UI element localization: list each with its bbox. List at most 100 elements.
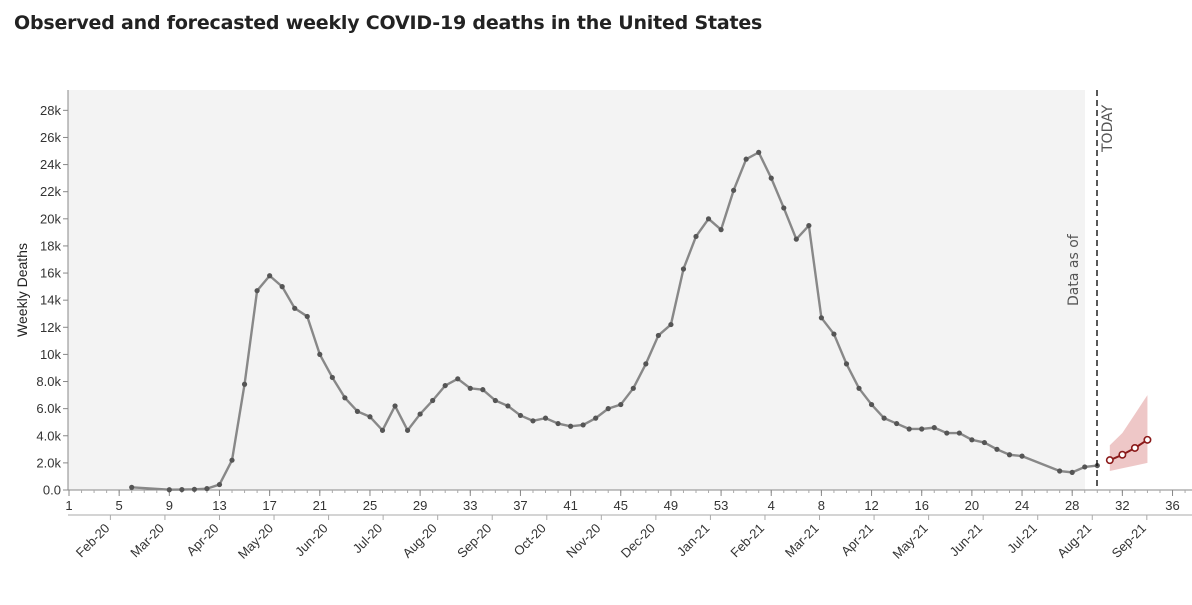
x-week-label: 17	[262, 498, 276, 513]
x-month-label: Apr-20	[183, 521, 221, 559]
y-tick-label: 2.0k	[36, 455, 61, 470]
observed-point	[342, 395, 348, 401]
observed-point	[129, 484, 135, 490]
x-week-label: 41	[563, 498, 577, 513]
x-month-label: Mar-20	[127, 521, 167, 561]
observed-point	[781, 205, 787, 211]
today-label: TODAY	[1100, 104, 1116, 153]
x-month-label: Oct-20	[511, 521, 549, 559]
observed-point	[906, 426, 912, 432]
x-month-label: Aug-20	[400, 521, 440, 561]
x-month-label: Sep-20	[454, 521, 494, 561]
plot-background	[68, 90, 1085, 490]
x-week-label: 25	[363, 498, 377, 513]
y-tick-label: 20k	[40, 211, 61, 226]
observed-point	[417, 411, 423, 417]
observed-point	[919, 426, 925, 432]
x-month-label: Jul-20	[350, 521, 386, 557]
observed-point	[329, 374, 335, 381]
observed-point	[354, 408, 361, 414]
observed-point	[367, 414, 373, 420]
observed-point	[806, 222, 812, 229]
observed-point	[793, 236, 799, 242]
x-month-label: Apr-21	[838, 521, 876, 559]
observed-point	[179, 486, 185, 493]
x-week-label: 13	[212, 498, 226, 513]
x-week-label: 24	[1015, 498, 1029, 513]
observed-point	[605, 406, 611, 412]
observed-point	[705, 216, 712, 222]
x-week-label: 20	[965, 498, 979, 513]
x-week-label: 33	[463, 498, 477, 513]
x-week-label: 28	[1065, 498, 1079, 513]
x-week-label: 5	[116, 498, 123, 513]
y-tick-label: 22k	[40, 184, 61, 199]
observed-point	[718, 227, 724, 233]
observed-point	[931, 425, 937, 431]
observed-point	[517, 412, 524, 419]
observed-point	[430, 397, 436, 404]
y-tick-label: 26k	[40, 130, 61, 145]
observed-point	[981, 439, 988, 446]
x-week-label: 32	[1115, 498, 1129, 513]
observed-point	[593, 415, 599, 421]
observed-point	[442, 382, 448, 389]
observed-point	[630, 385, 636, 391]
observed-point	[555, 420, 561, 427]
x-week-label: 49	[664, 498, 678, 513]
observed-point	[542, 415, 549, 421]
x-week-label: 4	[768, 498, 775, 513]
forecast-interval-band	[1109, 395, 1148, 472]
observed-point	[241, 381, 248, 387]
observed-point	[191, 486, 197, 492]
x-month-label: Feb-21	[727, 521, 767, 561]
x-month-label: May-21	[889, 521, 930, 562]
x-month-label: Jul-21	[1004, 521, 1040, 557]
observed-point	[229, 457, 235, 463]
observed-point	[254, 288, 260, 294]
x-week-label: 21	[313, 498, 327, 513]
x-week-label: 8	[818, 498, 825, 513]
observed-point	[856, 385, 862, 391]
forecast-point	[1118, 450, 1127, 459]
observed-point	[969, 437, 975, 443]
x-month-label: Jun-21	[947, 521, 986, 560]
series-point-layer	[129, 149, 1152, 493]
observed-point	[392, 403, 398, 409]
observed-point	[668, 321, 674, 328]
x-week-label: 1	[65, 498, 72, 513]
observed-point	[655, 332, 661, 339]
y-axis-label: Weekly Deaths	[14, 243, 30, 337]
x-week-label: 9	[166, 498, 173, 513]
observed-point	[743, 156, 749, 162]
observed-point	[530, 418, 536, 424]
observed-point	[1082, 464, 1088, 470]
forecast-series-line	[1109, 438, 1148, 462]
observed-point	[166, 487, 172, 493]
observed-point	[455, 376, 461, 382]
observed-point	[944, 430, 950, 436]
observed-point	[279, 284, 285, 290]
x-week-label: 29	[413, 498, 427, 513]
observed-point	[304, 313, 310, 320]
observed-point	[693, 233, 699, 240]
observed-point	[292, 305, 298, 311]
x-month-label: May-20	[235, 521, 276, 562]
observed-point	[1057, 468, 1063, 474]
observed-point	[843, 361, 850, 367]
x-week-label: 45	[614, 498, 628, 513]
x-axis: 1 5 9 13 17 21 25 29 33 37 41 45 49 53 4 8 12 16 20 24 28 32 3…	[65, 489, 1192, 562]
forecast-point	[1143, 435, 1152, 444]
observed-point	[267, 273, 273, 279]
chart-title: Observed and forecasted weekly COVID-19 …	[14, 12, 763, 34]
observed-point	[1019, 453, 1025, 459]
observed-point	[868, 401, 875, 408]
y-axis: 0.0 2.0k 4.0k 6.0k 8.0k 10k 12k 14k 16k 18k 20k 22k…	[36, 90, 69, 498]
x-month-label: Nov-20	[563, 521, 603, 561]
y-tick-label: 24k	[40, 157, 61, 172]
observed-point	[467, 385, 473, 391]
y-tick-label: 0.0	[43, 483, 61, 498]
observed-point	[618, 401, 624, 408]
x-week-label: 53	[714, 498, 728, 513]
observed-point	[881, 415, 887, 421]
